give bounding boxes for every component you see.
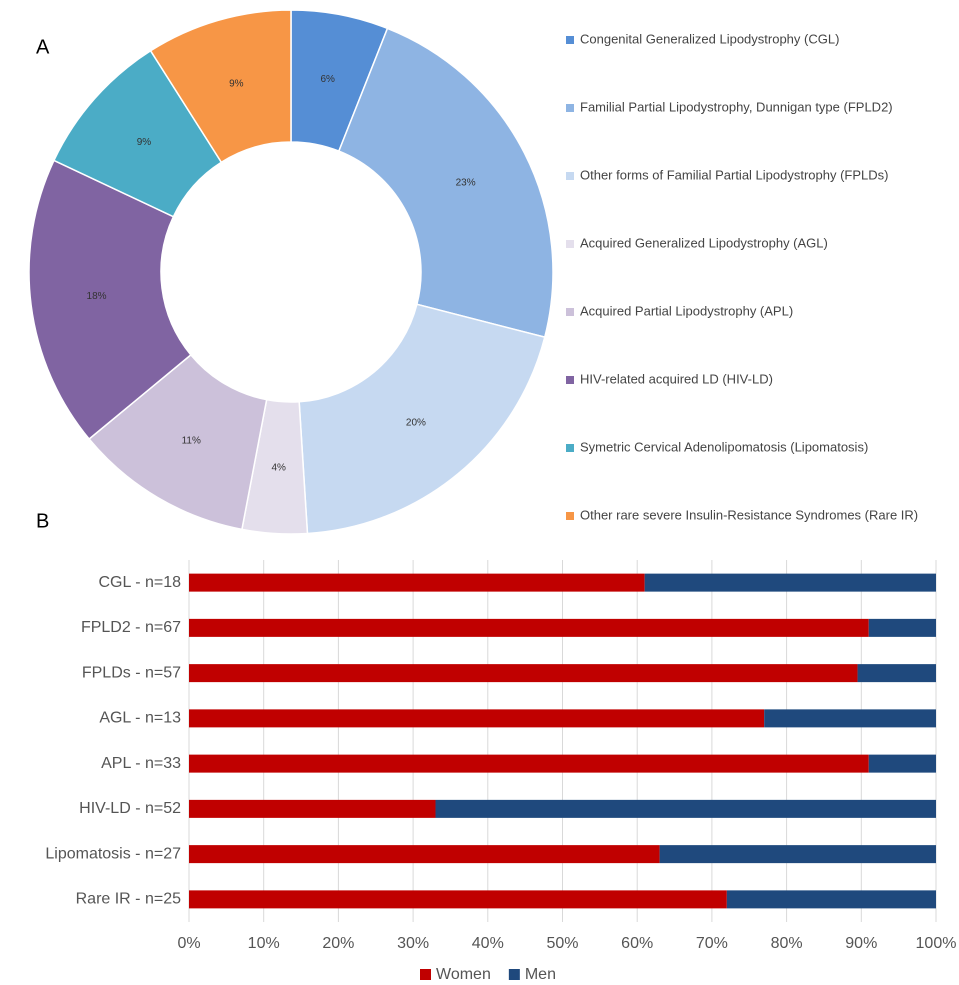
x-tick-label: 20% [322, 935, 354, 952]
panel-label: B [36, 510, 49, 532]
bar-segment [189, 664, 858, 683]
legend-swatch [566, 308, 574, 316]
y-tick-label: CGL - n=18 [98, 574, 181, 591]
legend-swatch [420, 969, 431, 980]
bar-segment [189, 754, 869, 773]
legend-label: HIV-related acquired LD (HIV-LD) [580, 371, 773, 386]
bar-segment [659, 845, 936, 864]
donut-slice [28, 159, 192, 441]
legend-swatch [566, 240, 574, 248]
legend-label: Other forms of Familial Partial Lipodyst… [580, 167, 888, 182]
donut-slice [298, 303, 546, 535]
legend-label: Acquired Partial Lipodystrophy (APL) [580, 303, 793, 318]
legend-label: Acquired Generalized Lipodystrophy (AGL) [580, 235, 828, 250]
slice-label: 4% [271, 462, 286, 473]
slice-label: 11% [182, 435, 201, 446]
slice-label: 9% [229, 78, 244, 89]
bar-segment [189, 845, 660, 864]
y-tick-label: FPLD2 - n=67 [81, 619, 181, 636]
legend-label: Congenital Generalized Lipodystrophy (CG… [580, 31, 839, 46]
legend-swatch [566, 512, 574, 520]
x-tick-label: 10% [248, 935, 280, 952]
legend-label: Women [436, 966, 491, 983]
slice-label: 9% [137, 137, 152, 148]
x-tick-label: 30% [397, 935, 429, 952]
y-tick-label: Rare IR - n=25 [76, 891, 181, 908]
bar-segment [189, 573, 645, 592]
bar-segment [189, 890, 727, 909]
bar-segment [764, 709, 936, 728]
legend-swatch [508, 969, 520, 980]
bar-segment [435, 799, 936, 818]
donut-slice [149, 9, 292, 164]
y-tick-label: FPLDs - n=57 [82, 664, 181, 681]
y-tick-label: AGL - n=13 [99, 710, 181, 727]
legend-label: Men [525, 966, 556, 983]
bar-segment [189, 709, 765, 728]
x-tick-label: 80% [771, 935, 803, 952]
legend-swatch [566, 36, 574, 44]
y-tick-label: APL - n=33 [101, 755, 181, 772]
slice-label: 20% [406, 418, 426, 429]
bar-segment [189, 618, 869, 637]
slice-label: 23% [456, 178, 476, 189]
slice-label: 18% [87, 291, 107, 302]
panel-label: A [36, 36, 50, 58]
donut-slice [337, 27, 554, 339]
legend-swatch [566, 172, 574, 180]
legend-swatch [566, 444, 574, 452]
x-tick-label: 50% [546, 935, 578, 952]
bar-segment [726, 890, 936, 909]
y-tick-label: HIV-LD - n=52 [79, 800, 181, 817]
legend-swatch [566, 376, 574, 384]
x-tick-label: 0% [177, 935, 200, 952]
legend-swatch [566, 104, 574, 112]
bar-segment [857, 664, 936, 683]
x-tick-label: 70% [696, 935, 728, 952]
x-tick-label: 40% [472, 935, 504, 952]
legend-label: Symetric Cervical Adenolipomatosis (Lipo… [580, 439, 868, 454]
legend-label: Other rare severe Insulin-Resistance Syn… [580, 507, 918, 522]
x-tick-label: 60% [621, 935, 653, 952]
bar-segment [189, 799, 436, 818]
bar-segment [868, 618, 936, 637]
bar-segment [644, 573, 936, 592]
x-tick-label: 100% [916, 935, 957, 952]
bar-segment [868, 754, 936, 773]
legend-label: Familial Partial Lipodystrophy, Dunnigan… [580, 99, 893, 114]
y-tick-label: Lipomatosis - n=27 [45, 845, 181, 862]
slice-label: 6% [321, 74, 336, 85]
x-tick-label: 90% [845, 935, 877, 952]
